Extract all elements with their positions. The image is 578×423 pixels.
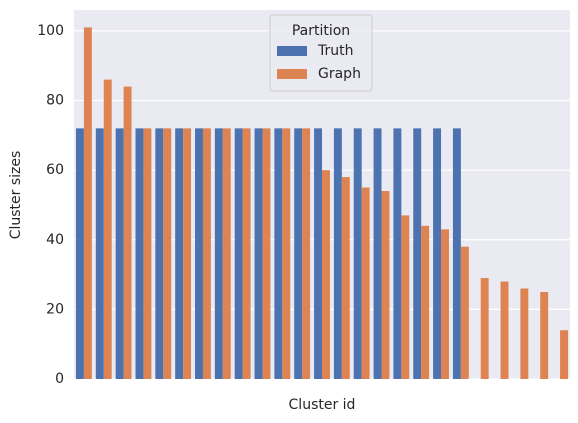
bar — [195, 128, 203, 379]
bar — [560, 330, 569, 379]
bar — [242, 128, 251, 379]
bar — [103, 79, 112, 379]
bar — [302, 128, 311, 379]
legend-swatch — [277, 69, 307, 79]
bar — [401, 215, 410, 379]
bar — [75, 128, 84, 379]
bar — [135, 128, 144, 379]
bar — [353, 128, 362, 379]
bar — [393, 128, 402, 379]
legend-label: Graph — [318, 66, 361, 82]
bar — [361, 187, 370, 379]
x-axis-label: Cluster id — [289, 397, 356, 413]
bar — [155, 128, 164, 379]
bar — [282, 128, 291, 379]
bar — [460, 246, 469, 379]
bar — [262, 128, 271, 379]
bar — [373, 128, 382, 379]
bar — [421, 225, 430, 379]
bar — [183, 128, 192, 379]
legend-label: Truth — [317, 43, 354, 59]
bar — [143, 128, 152, 379]
y-tick-label: 0 — [55, 371, 64, 387]
y-tick-label: 80 — [46, 93, 64, 109]
bar — [381, 191, 390, 379]
bar — [234, 128, 243, 379]
bar — [163, 128, 172, 379]
bar — [314, 128, 322, 379]
bar — [115, 128, 124, 379]
bar — [452, 128, 461, 379]
bar — [83, 27, 92, 379]
y-tick-label: 20 — [46, 301, 64, 317]
bar — [95, 128, 104, 379]
y-tick-label: 100 — [37, 23, 64, 39]
bar — [500, 281, 509, 379]
bar — [175, 128, 184, 379]
y-tick-label: 40 — [46, 232, 64, 248]
bar — [413, 128, 422, 379]
bar — [333, 128, 342, 379]
bar — [274, 128, 283, 379]
bar — [202, 128, 211, 379]
legend: Partition Truth Graph — [269, 14, 373, 92]
bar — [254, 128, 263, 379]
bar — [214, 128, 223, 379]
y-axis-label: Cluster sizes — [8, 151, 24, 240]
bar — [123, 86, 132, 380]
bar — [433, 128, 442, 379]
bar — [520, 288, 529, 379]
bar — [441, 229, 449, 379]
bar — [480, 278, 489, 379]
bar — [222, 128, 231, 379]
bar — [540, 291, 549, 379]
bar — [294, 128, 303, 379]
legend-title: Partition — [292, 23, 350, 39]
legend-swatch — [277, 46, 307, 56]
bar — [341, 177, 350, 379]
y-tick-label: 60 — [46, 162, 64, 178]
bar — [322, 170, 330, 379]
